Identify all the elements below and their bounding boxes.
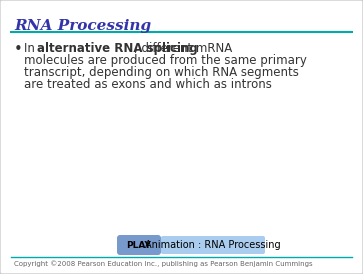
FancyBboxPatch shape bbox=[117, 235, 161, 255]
Text: Animation : RNA Processing: Animation : RNA Processing bbox=[145, 240, 281, 250]
Text: transcript, depending on which RNA segments: transcript, depending on which RNA segme… bbox=[24, 66, 299, 79]
Text: , different mRNA: , different mRNA bbox=[134, 42, 232, 55]
Text: PLAY: PLAY bbox=[127, 241, 151, 250]
Text: In: In bbox=[24, 42, 38, 55]
Text: alternative RNA splicing: alternative RNA splicing bbox=[37, 42, 198, 55]
Text: Copyright ©2008 Pearson Education Inc., publishing as Pearson Benjamin Cummings: Copyright ©2008 Pearson Education Inc., … bbox=[14, 260, 313, 267]
Text: RNA Processing: RNA Processing bbox=[14, 19, 151, 33]
Text: •: • bbox=[14, 42, 23, 57]
Text: are treated as exons and which as introns: are treated as exons and which as intron… bbox=[24, 78, 272, 91]
FancyBboxPatch shape bbox=[161, 236, 265, 254]
Text: molecules are produced from the same primary: molecules are produced from the same pri… bbox=[24, 54, 307, 67]
